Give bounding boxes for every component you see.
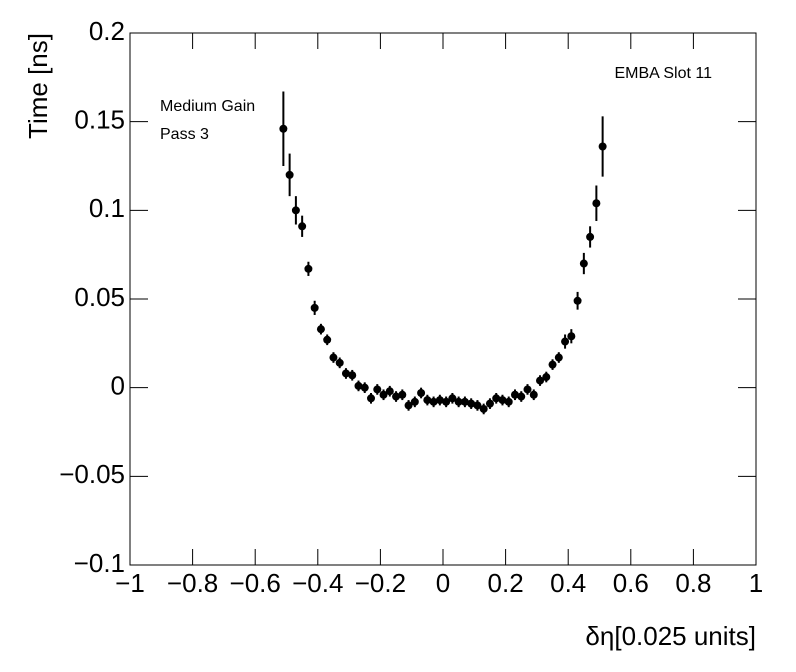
x-tick-label: −0.6 [230,568,281,598]
point [473,401,482,410]
point [592,199,601,208]
point [479,404,488,413]
point [348,371,357,380]
y-tick-label: −0.05 [59,459,125,489]
point [561,337,570,346]
point [341,369,350,378]
point [279,124,288,133]
x-tick-label: 1 [749,568,763,598]
point [536,376,545,385]
y-tick-label: −0.1 [74,548,125,578]
point [354,381,363,390]
x-tick-label: 0 [436,568,450,598]
point [417,388,426,397]
y-tick-label: 0.1 [89,193,125,223]
y-tick-label: 0.2 [89,16,125,46]
point [517,392,526,401]
point [485,399,494,408]
point [510,390,519,399]
point [498,396,507,405]
x-tick-label: 0.2 [488,568,524,598]
point [385,387,394,396]
point [554,353,563,362]
annotation: EMBA Slot 11 [614,65,712,82]
x-tick-label: −1 [115,568,145,598]
point [316,325,325,334]
point [291,206,300,215]
x-tick-label: 0.4 [550,568,586,598]
point [448,394,457,403]
point [379,390,388,399]
point [529,390,538,399]
point [429,397,438,406]
point [567,332,576,341]
annotation: Pass 3 [160,126,209,143]
point [335,358,344,367]
point [454,397,463,406]
point [504,397,513,406]
y-tick-label: 0.05 [74,282,125,312]
point [598,142,607,151]
x-tick-label: 0.6 [613,568,649,598]
x-tick-label: −0.2 [355,568,406,598]
x-tick-label: 0.8 [675,568,711,598]
point [329,353,338,362]
point [310,303,319,312]
point [579,259,588,268]
y-tick-label: 0.15 [74,105,125,135]
point [410,397,419,406]
point [298,222,307,231]
point [404,401,413,410]
point [392,392,401,401]
x-axis-title: δη[0.025 units] [585,621,756,651]
point [586,232,595,241]
point [360,383,369,392]
x-tick-label: −0.4 [292,568,343,598]
y-axis-title: Time [ns] [23,33,53,139]
point [398,390,407,399]
point [460,397,469,406]
point [442,397,451,406]
y-tick-label: 0 [111,371,125,401]
point [492,394,501,403]
point [542,373,551,382]
point [423,396,432,405]
annotation: Medium Gain [160,98,255,115]
point [304,264,313,273]
point [435,396,444,405]
point [285,170,294,179]
point [367,394,376,403]
point [573,296,582,305]
point [523,385,532,394]
x-tick-label: −0.8 [167,568,218,598]
point [373,385,382,394]
point [323,335,332,344]
point [467,399,476,408]
point [548,360,557,369]
